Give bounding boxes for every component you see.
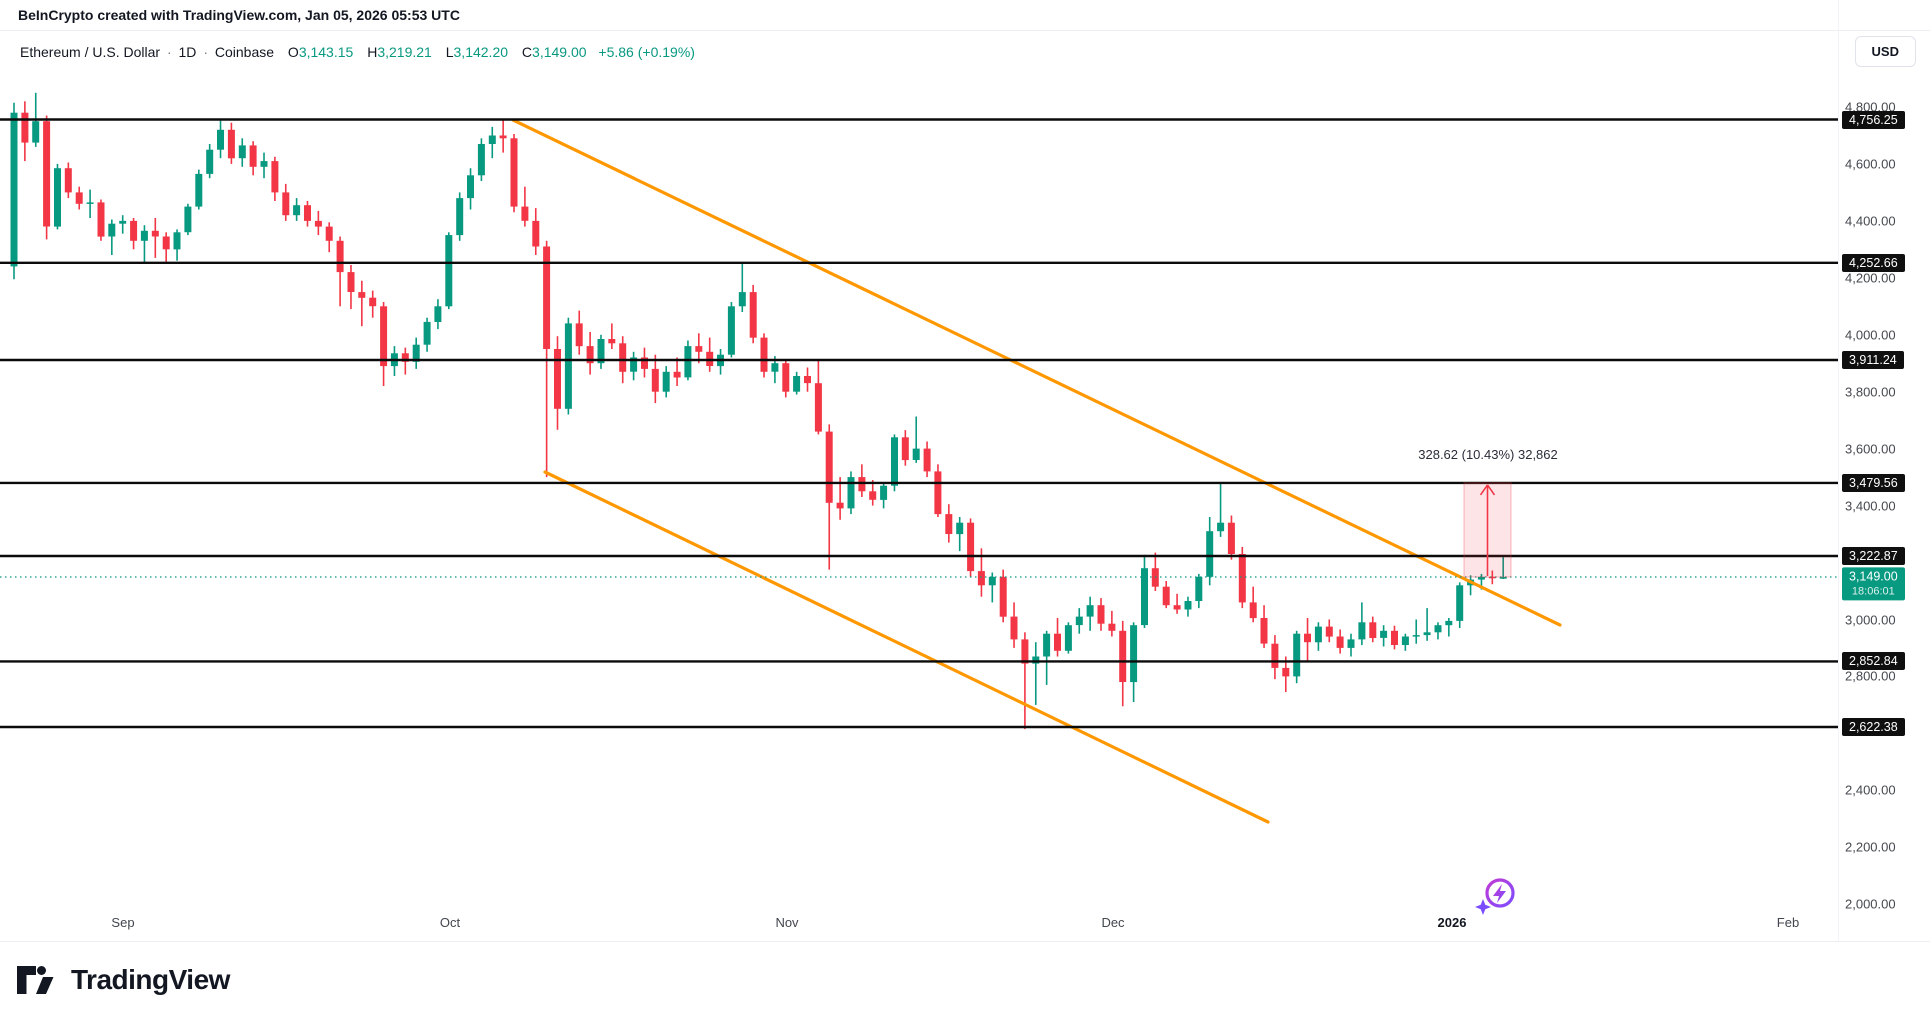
time-axis[interactable]: Sep Oct Nov Dec 2026 Feb [0,905,1838,941]
level-price-label: 4,756.25 [1842,110,1905,129]
current-price-label: 3,149.00 18:06:01 [1842,567,1905,601]
ai-lightning-icon[interactable] [1472,874,1522,923]
candles [10,92,1507,730]
time-axis-label-sep: Sep [111,915,135,930]
price-tick-label: 2,000.00 [1845,896,1896,912]
price-tick-label: 3,000.00 [1845,612,1896,627]
bar-countdown: 18:06:01 [1851,584,1895,597]
low-value: 3,142.20 [453,44,509,60]
level-price-label: 3,222.87 [1842,547,1905,565]
price-tick-label: 2,400.00 [1845,782,1896,798]
low-label: L [445,44,454,60]
open-value: 3,143.15 [298,44,354,60]
time-axis-label-oct: Oct [439,915,461,930]
close-value: 3,149.00 [532,44,587,60]
legend-dot: · [166,44,172,60]
time-axis-label-dec: Dec [1101,915,1125,930]
level-price-label: 4,252.66 [1842,253,1905,272]
price-tick-label: 4,200.00 [1845,270,1896,286]
price-tick-label: 3,400.00 [1845,498,1896,514]
time-axis-separator [0,941,1930,942]
close-label: C [521,44,533,60]
tradingview-logo-icon [17,966,54,994]
price-tick-label: 4,600.00 [1845,156,1896,172]
current-price-value: 3,149.00 [1849,569,1898,584]
price-tick-label: 4,000.00 [1845,327,1896,343]
exchange-label: Coinbase [214,44,275,60]
price-tick-label: 4,400.00 [1845,213,1896,229]
header-separator [0,30,1930,31]
legend-dot: · [203,44,208,60]
attribution-text: BeInCrypto created with TradingView.com,… [18,7,460,23]
price-tick-label: 3,600.00 [1845,441,1896,457]
price-tick-label: 2,200.00 [1845,839,1896,855]
high-label: H [367,44,378,60]
change-value: +5.86 (+0.19%) [598,44,695,60]
tradingview-logo-text: TradingView [71,964,230,995]
price-range-measurement[interactable] [1463,482,1512,578]
time-axis-label-feb: Feb [1776,915,1800,930]
level-price-label: 2,852.84 [1842,652,1905,671]
level-price-label: 3,479.56 [1842,473,1905,492]
level-price-label: 2,622.38 [1842,718,1905,736]
currency-toggle-button[interactable]: USD [1854,36,1916,67]
open-label: O [287,44,299,60]
price-tick-label: 2,800.00 [1845,668,1896,684]
price-axis[interactable]: 4,800.00 4,600.00 4,400.00 4,200.00 4,000.00… [1838,0,1930,941]
price-tick-label: 3,800.00 [1845,384,1896,400]
horizontal-level-rays [0,118,1838,729]
symbol-legend[interactable]: Ethereum / U.S. Dollar · 1D · Coinbase O… [20,44,695,60]
time-axis-label-nov: Nov [775,915,799,930]
interval-label: 1D [178,44,197,60]
descending-channel [511,118,1562,824]
level-price-label: 3,911.24 [1842,351,1904,369]
tradingview-footer[interactable]: TradingView [16,962,230,998]
measure-tool-label: 328.62 (10.43%) 32,862 [1418,447,1558,462]
high-value: 3,219.21 [377,44,432,60]
symbol-title: Ethereum / U.S. Dollar [20,44,161,60]
time-axis-label-2026: 2026 [1437,915,1467,930]
candlestick-chart-canvas[interactable] [0,0,1838,941]
